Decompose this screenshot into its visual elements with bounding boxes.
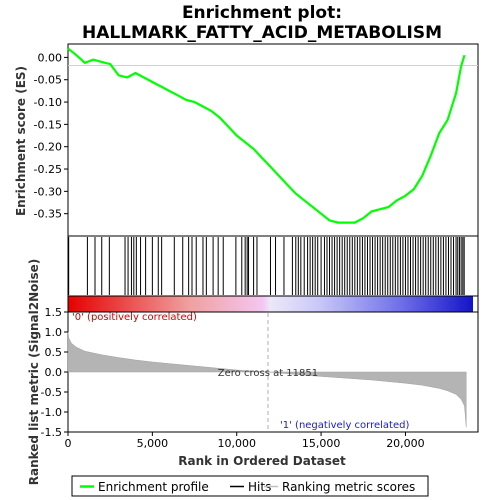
x-tick-label: 15,000 bbox=[302, 437, 341, 450]
chart-title-line2: HALLMARK_FATTY_ACID_METABOLISM bbox=[82, 23, 442, 43]
metric-ytick-label: 0.0 bbox=[45, 366, 63, 379]
hit-marks bbox=[68, 237, 465, 295]
es-panel-frame bbox=[67, 43, 479, 237]
chart-title-line1: Enrichment plot: bbox=[182, 3, 342, 23]
es-ytick-label: -0.35 bbox=[34, 208, 62, 221]
metric-ylabel: Ranked list metric (Signal2Noise) bbox=[27, 259, 41, 486]
metric-ytick-label: 1.0 bbox=[45, 326, 63, 339]
legend-label-hits: Hits bbox=[248, 480, 271, 494]
negative-class-label: '1' (negatively correlated) bbox=[280, 420, 409, 431]
zero-cross-label: Zero cross at 11851 bbox=[218, 368, 318, 379]
x-tick-label: 10,000 bbox=[217, 437, 256, 450]
x-tick-label: 5,000 bbox=[137, 437, 169, 450]
rank-color-bar bbox=[68, 296, 473, 312]
es-ytick-label: 0.00 bbox=[38, 51, 63, 64]
legend-label-enrichment: Enrichment profile bbox=[98, 480, 209, 494]
legend-frame bbox=[71, 475, 429, 497]
x-tick-label: 0 bbox=[65, 437, 72, 450]
hits-panel bbox=[67, 235, 479, 297]
metric-ytick-label: -1.5 bbox=[41, 426, 62, 439]
es-yticks: 0.00 -0.05 -0.10 -0.15 -0.20 -0.25 -0.30 -0.35 bbox=[34, 51, 68, 221]
x-tick-label: 20,000 bbox=[386, 437, 425, 450]
es-ylabel: Enrichment score (ES) bbox=[14, 66, 28, 216]
es-panel: 0.00-0.05-0.10-0.15-0.20-0.25-0.30-0.35 … bbox=[14, 43, 479, 237]
x-axis-ticks: 0 5,000 10,000 15,000 20,000 bbox=[65, 432, 425, 450]
metric-panel: Zero cross at 11851 '0' (positively corr… bbox=[27, 259, 479, 486]
positive-class-label: '0' (positively correlated) bbox=[72, 312, 197, 323]
es-ytick-label: -0.30 bbox=[34, 185, 62, 198]
x-axis-label: Rank in Ordered Dataset bbox=[178, 454, 346, 468]
es-ytick-label: -0.10 bbox=[34, 96, 62, 109]
metric-yticks: 1.5 1.0 0.5 0.0 -0.5 -1.0 -1.5 bbox=[41, 306, 68, 439]
enrichment-profile-line bbox=[67, 47, 466, 224]
metric-ytick-label: 0.5 bbox=[45, 346, 63, 359]
es-ytick-label: -0.05 bbox=[34, 74, 62, 87]
es-ytick-label: -0.25 bbox=[34, 163, 62, 176]
es-ytick-label: -0.15 bbox=[34, 118, 62, 131]
legend: Enrichment profile Hits Ranking metric s… bbox=[71, 475, 429, 497]
metric-ytick-label: -0.5 bbox=[41, 386, 62, 399]
legend-label-metric: Ranking metric scores bbox=[282, 480, 415, 494]
es-ytick-label: -0.20 bbox=[34, 141, 62, 154]
ranking-metric-area bbox=[67, 331, 467, 428]
metric-ytick-label: -1.0 bbox=[41, 406, 62, 419]
hits-panel-frame bbox=[67, 235, 479, 297]
metric-ytick-label: 1.5 bbox=[45, 306, 63, 319]
